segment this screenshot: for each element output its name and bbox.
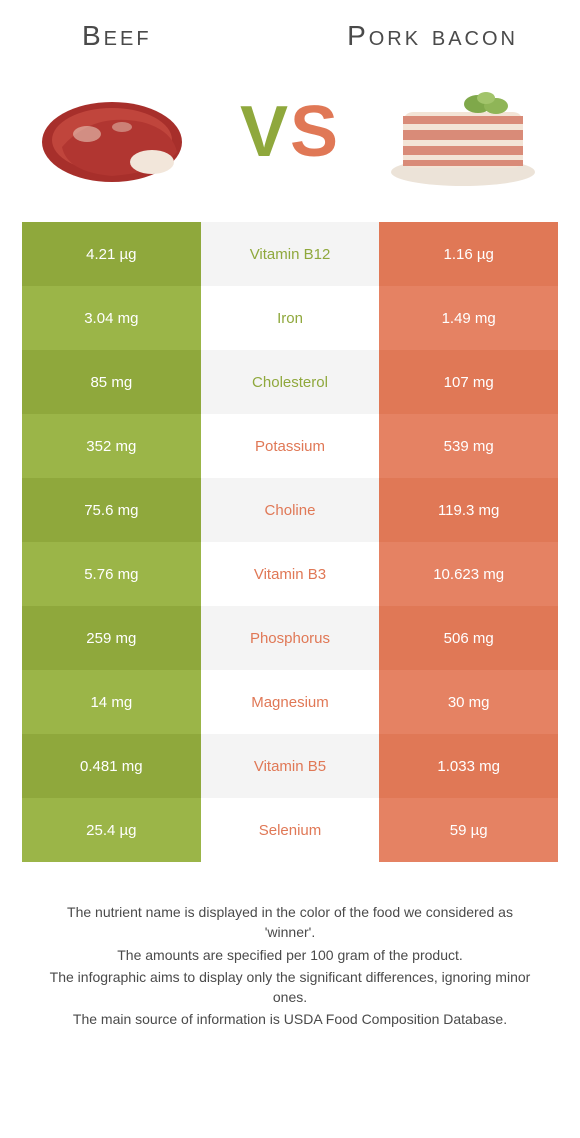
nutrient-label: Cholesterol [201,350,380,414]
value-right: 119.3 mg [379,478,558,542]
beef-image [32,72,202,192]
value-left: 25.4 µg [22,798,201,862]
footer-line-1: The nutrient name is displayed in the co… [42,902,538,943]
value-left: 5.76 mg [22,542,201,606]
nutrient-row: 259 mgPhosphorus506 mg [22,606,558,670]
nutrient-row: 4.21 µgVitamin B121.16 µg [22,222,558,286]
footer-line-3: The infographic aims to display only the… [42,967,538,1008]
value-left: 4.21 µg [22,222,201,286]
nutrient-row: 0.481 mgVitamin B51.033 mg [22,734,558,798]
value-right: 1.49 mg [379,286,558,350]
vs-label: VS [240,91,340,173]
nutrient-row: 75.6 mgCholine119.3 mg [22,478,558,542]
value-right: 59 µg [379,798,558,862]
nutrient-label: Magnesium [201,670,380,734]
nutrient-label: Vitamin B3 [201,542,380,606]
title-right: Pork bacon [347,20,518,52]
nutrient-row: 352 mgPotassium539 mg [22,414,558,478]
value-left: 259 mg [22,606,201,670]
vs-row: VS [22,62,558,222]
nutrient-label: Selenium [201,798,380,862]
nutrient-label: Choline [201,478,380,542]
nutrient-row: 3.04 mgIron1.49 mg [22,286,558,350]
value-left: 352 mg [22,414,201,478]
footer-line-4: The main source of information is USDA F… [42,1009,538,1029]
nutrient-label: Vitamin B12 [201,222,380,286]
value-left: 14 mg [22,670,201,734]
value-right: 1.16 µg [379,222,558,286]
nutrient-row: 25.4 µgSelenium59 µg [22,798,558,862]
value-left: 85 mg [22,350,201,414]
nutrient-label: Phosphorus [201,606,380,670]
value-left: 3.04 mg [22,286,201,350]
value-right: 10.623 mg [379,542,558,606]
nutrient-label: Potassium [201,414,380,478]
title-left: Beef [82,20,152,52]
nutrient-row: 14 mgMagnesium30 mg [22,670,558,734]
value-right: 1.033 mg [379,734,558,798]
footer-line-2: The amounts are specified per 100 gram o… [42,945,538,965]
nutrient-row: 5.76 mgVitamin B310.623 mg [22,542,558,606]
nutrient-label: Vitamin B5 [201,734,380,798]
bacon-image [378,72,548,192]
value-right: 30 mg [379,670,558,734]
nutrient-label: Iron [201,286,380,350]
value-left: 0.481 mg [22,734,201,798]
footer-notes: The nutrient name is displayed in the co… [22,862,558,1030]
vs-v: V [240,92,290,172]
vs-s: S [290,92,340,172]
titles-row: Beef Pork bacon [22,20,558,62]
nutrient-table: 4.21 µgVitamin B121.16 µg3.04 mgIron1.49… [22,222,558,862]
value-right: 506 mg [379,606,558,670]
nutrient-row: 85 mgCholesterol107 mg [22,350,558,414]
value-right: 539 mg [379,414,558,478]
value-right: 107 mg [379,350,558,414]
value-left: 75.6 mg [22,478,201,542]
